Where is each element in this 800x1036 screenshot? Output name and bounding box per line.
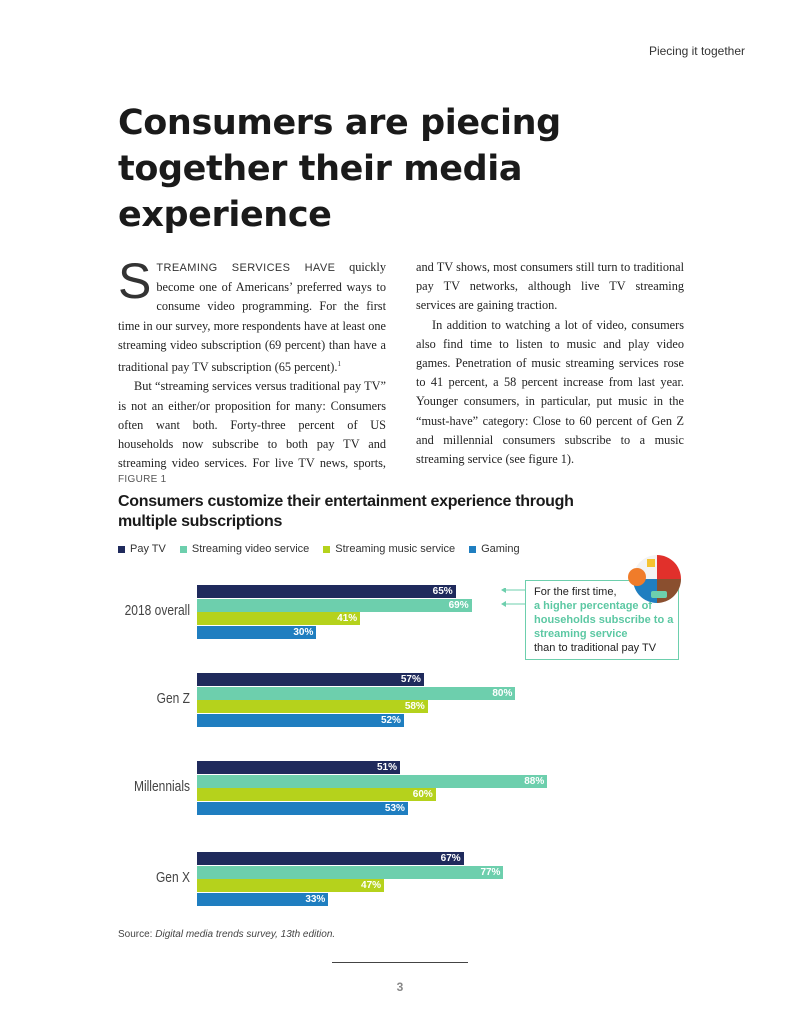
callout-line-1: For the first time, — [534, 586, 617, 598]
paragraph-1-text: quickly become one of Americans’ preferr… — [118, 260, 386, 375]
paragraph-2: But “streaming services versus tradition… — [118, 379, 386, 471]
bar: 47% — [197, 879, 385, 892]
footnote-mark: 1 — [337, 360, 341, 369]
category-label: Gen Z — [156, 690, 190, 707]
bar-value-label: 52% — [380, 714, 401, 726]
illustration-yellow-piece — [647, 559, 655, 567]
legend-label: Pay TV — [130, 543, 166, 555]
figure-title: Consumers customize their entertainment … — [118, 493, 574, 530]
bar: 69% — [197, 598, 472, 612]
body-column-right: But “streaming services versus tradition… — [416, 258, 684, 469]
bar: 41% — [197, 612, 361, 625]
paragraph-1: S TREAMING SERVICES HAVE quickly become o… — [118, 253, 386, 377]
paragraph-2-continued: But “streaming services versus tradition… — [416, 258, 684, 316]
legend-swatch — [118, 545, 125, 553]
bar: 52% — [197, 713, 404, 727]
legend-item: Gaming — [469, 543, 520, 555]
bar: 30% — [197, 625, 317, 639]
chart-legend: Pay TV Streaming video service Streaming… — [118, 543, 520, 555]
legend-swatch — [179, 545, 187, 553]
bar: 88% — [197, 774, 548, 788]
figure-source: Source: Digital media trends survey, 13t… — [118, 929, 335, 940]
callout-arrowhead — [501, 588, 506, 593]
bar: 77% — [197, 865, 504, 879]
category-label: Gen X — [155, 869, 190, 886]
bar-value-label: 51% — [376, 762, 397, 773]
legend-swatch — [323, 545, 331, 553]
media-illustration-icon — [628, 555, 681, 603]
callout-line-3: than to traditional pay TV — [534, 642, 657, 654]
bar: 65% — [197, 585, 456, 598]
bar: 67% — [197, 852, 464, 865]
dropcap: S — [118, 253, 152, 309]
legend-label: Streaming video service — [191, 543, 310, 555]
bar-value-label: 88% — [524, 775, 545, 787]
callout-arrowhead — [501, 601, 506, 607]
bar-value-label: 58% — [404, 701, 425, 712]
bar: 60% — [197, 788, 436, 801]
page-number: 3 — [396, 980, 404, 994]
bar: 57% — [197, 673, 424, 686]
bar-value-label: 57% — [400, 674, 421, 685]
legend-label: Gaming — [481, 543, 520, 555]
category-label: Millennials — [133, 778, 190, 795]
paragraph-3: In addition to watching a lot of video, … — [416, 317, 684, 467]
body-column-left: S TREAMING SERVICES HAVE quickly become o… — [118, 253, 386, 473]
bar-value-label: 60% — [412, 789, 433, 800]
lead-smallcaps: TREAMING SERVICES HAVE — [156, 262, 336, 274]
paragraph-2-continued-text: But “streaming services versus tradition… — [416, 260, 684, 313]
bar-value-label: 33% — [305, 893, 326, 905]
bar-value-label: 53% — [384, 802, 405, 814]
bar: 58% — [197, 700, 428, 713]
source-prefix: Source: — [118, 929, 156, 940]
bar-value-label: 30% — [293, 626, 314, 638]
bar-value-label: 65% — [432, 586, 453, 597]
bar-value-label: 77% — [480, 866, 501, 878]
legend-swatch — [469, 545, 477, 553]
running-header: Piecing it together — [648, 44, 745, 58]
legend-item: Streaming video service — [179, 543, 310, 555]
page-title: Consumers are piecing together their med… — [118, 103, 561, 235]
footer-rule — [332, 962, 468, 963]
bar: 80% — [197, 686, 516, 700]
callout-highlight: a higher percentage of households subscr… — [534, 600, 674, 640]
bar: 51% — [197, 761, 400, 774]
bar: 33% — [197, 892, 329, 906]
source-text: Digital media trends survey, 13th editio… — [155, 929, 336, 940]
bar-value-label: 41% — [337, 613, 358, 624]
legend-label: Streaming music service — [335, 543, 456, 555]
category-label: 2018 overall — [124, 602, 190, 619]
illustration-red-piece — [657, 555, 681, 579]
illustration-teal-piece — [651, 591, 667, 598]
bar-value-label: 80% — [492, 687, 513, 699]
bar-value-label: 47% — [361, 880, 382, 891]
bar-value-label: 67% — [440, 853, 461, 864]
legend-item: Streaming music service — [323, 543, 455, 555]
bar-value-label: 69% — [448, 599, 469, 611]
figure-label: FIGURE 1 — [118, 474, 167, 485]
callout-arrows — [501, 588, 525, 607]
illustration-orange-piece — [628, 568, 646, 586]
legend-item: Pay TV — [118, 543, 166, 555]
bar: 53% — [197, 801, 408, 815]
